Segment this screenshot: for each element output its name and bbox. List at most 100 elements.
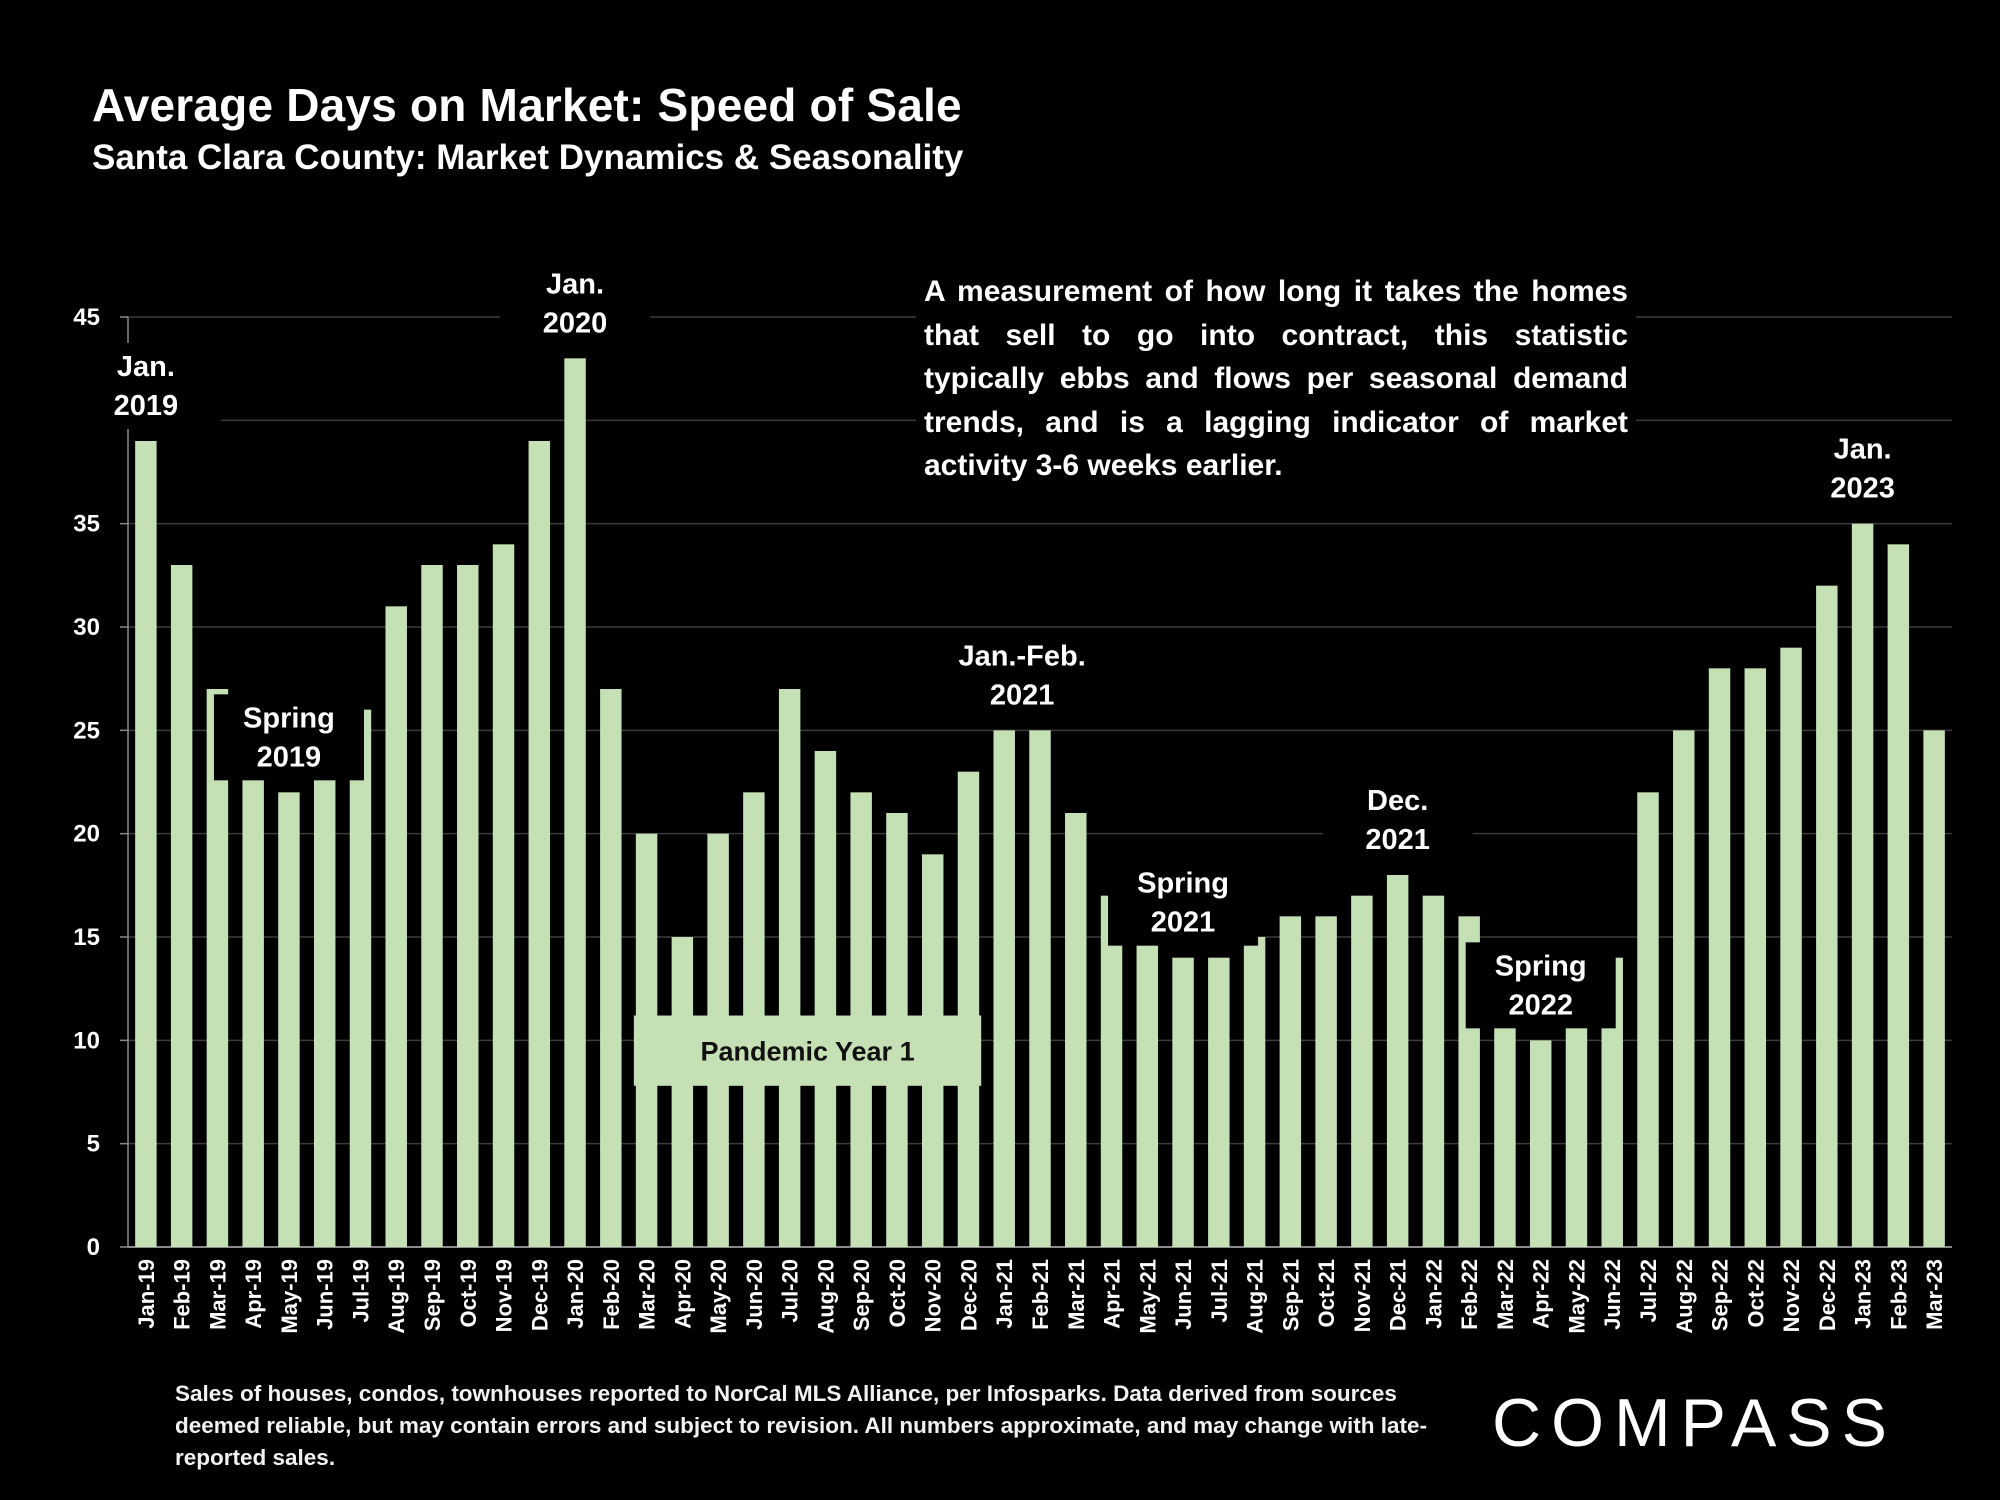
bar <box>993 730 1015 1247</box>
x-tick-label: Jul-22 <box>1636 1259 1661 1323</box>
x-tick-label: Apr-21 <box>1100 1259 1125 1329</box>
annotation-backdrop <box>1465 942 1616 1029</box>
x-tick-label: Feb-20 <box>599 1259 624 1330</box>
x-tick-label: Nov-20 <box>921 1259 946 1332</box>
x-tick-label: Oct-22 <box>1743 1259 1768 1327</box>
annotation-label: Jan. <box>1834 434 1892 466</box>
x-tick-label: Oct-19 <box>456 1259 481 1327</box>
bar <box>528 441 551 1247</box>
annotation-label: 2019 <box>257 741 322 773</box>
x-tick-label: Oct-21 <box>1314 1259 1339 1327</box>
x-tick-label: Aug-19 <box>384 1259 409 1334</box>
bar <box>385 606 407 1247</box>
bar <box>1100 895 1123 1247</box>
annotation-label: 2021 <box>1365 824 1430 856</box>
pandemic-callout-label: Pandemic Year 1 <box>700 1037 914 1067</box>
x-tick-label: Sep-20 <box>849 1259 874 1331</box>
x-tick-label: Jun-20 <box>742 1259 767 1330</box>
annotation-label: Jan.-Feb. <box>958 640 1085 672</box>
bar <box>1279 916 1302 1247</box>
annotation-label: Jan. <box>117 351 175 383</box>
bar <box>170 565 193 1247</box>
bar <box>1136 937 1159 1247</box>
x-tick-label: Mar-23 <box>1922 1259 1947 1330</box>
x-tick-label: Feb-21 <box>1028 1259 1053 1330</box>
x-tick-label: Jun-21 <box>1171 1259 1196 1330</box>
x-tick-label: Mar-22 <box>1493 1259 1518 1330</box>
x-tick-label: Dec-21 <box>1386 1259 1411 1331</box>
x-tick-label: Apr-20 <box>670 1259 695 1329</box>
bar <box>814 751 837 1247</box>
bar <box>1529 1040 1552 1247</box>
bar <box>242 751 264 1247</box>
y-tick-label: 10 <box>73 1027 100 1054</box>
x-tick-label: Jul-19 <box>348 1259 373 1323</box>
bar <box>1065 813 1087 1247</box>
bar <box>1744 668 1767 1247</box>
x-tick-label: Nov-19 <box>492 1259 517 1332</box>
x-tick-label: Oct-20 <box>885 1259 910 1327</box>
bar <box>957 771 980 1247</box>
bar <box>671 937 694 1247</box>
bar <box>492 544 515 1247</box>
x-tick-label: Jan-23 <box>1851 1259 1876 1329</box>
x-tick-label: Apr-19 <box>241 1259 266 1329</box>
x-tick-label: Feb-23 <box>1886 1259 1911 1330</box>
x-tick-label: Aug-21 <box>1243 1259 1268 1334</box>
annotation-label: Spring <box>1495 950 1587 982</box>
pandemic-callout-box <box>633 1015 982 1086</box>
y-tick-label: 35 <box>73 511 100 538</box>
bar <box>313 751 336 1247</box>
x-tick-label: May-19 <box>277 1259 302 1334</box>
bar <box>1422 895 1445 1247</box>
x-tick-label: Jan-20 <box>563 1259 588 1329</box>
bar <box>1887 544 1910 1247</box>
annotation-label: 2023 <box>1830 473 1895 505</box>
x-tick-label: Feb-19 <box>170 1259 195 1330</box>
annotation-backdrop <box>1108 859 1259 946</box>
x-tick-label: Sep-22 <box>1708 1259 1733 1331</box>
annotation-backdrop <box>947 632 1098 719</box>
x-tick-label: Dec-22 <box>1815 1259 1840 1331</box>
y-tick-label: 15 <box>73 924 100 951</box>
annotation-label: Dec. <box>1367 785 1428 817</box>
bar <box>1708 668 1731 1247</box>
annotation-label: 2019 <box>114 390 179 422</box>
annotation-label: 2021 <box>990 679 1055 711</box>
bar <box>457 565 479 1247</box>
bar <box>1494 1019 1516 1247</box>
annotation-label: Spring <box>1137 868 1229 900</box>
bar <box>1780 647 1802 1247</box>
y-tick-label: 0 <box>87 1234 100 1261</box>
x-tick-label: Jan-22 <box>1421 1259 1446 1329</box>
bar <box>206 689 229 1247</box>
annotation-backdrop <box>500 260 651 347</box>
annotation-label: 2021 <box>1151 907 1216 939</box>
x-tick-label: Apr-22 <box>1529 1259 1554 1329</box>
x-tick-label: Feb-22 <box>1457 1259 1482 1330</box>
x-tick-label: Aug-22 <box>1672 1259 1697 1334</box>
bar <box>1673 730 1695 1247</box>
x-tick-label: Mar-19 <box>205 1259 230 1330</box>
chart-title: Average Days on Market: Speed of Sale <box>92 79 962 131</box>
bar <box>1351 895 1373 1247</box>
bar <box>1923 730 1945 1247</box>
bar <box>1601 957 1623 1247</box>
x-tick-label: Sep-21 <box>1278 1259 1303 1331</box>
x-tick-label: Jun-22 <box>1600 1259 1625 1330</box>
bar <box>778 689 801 1247</box>
annotation-label: 2022 <box>1508 989 1573 1021</box>
y-tick-label: 5 <box>87 1131 100 1158</box>
bar <box>1637 792 1659 1247</box>
source-footnote: Sales of houses, condos, townhouses repo… <box>175 1381 1427 1470</box>
x-tick-label: Sep-19 <box>420 1259 445 1331</box>
compass-logo: COMPASS <box>1492 1385 1897 1458</box>
logo-text: COMPASS <box>1492 1385 1897 1458</box>
bar <box>1565 999 1588 1247</box>
annotation-label: Jan. <box>546 268 604 300</box>
bar <box>1386 875 1409 1247</box>
x-tick-label: Nov-22 <box>1779 1259 1804 1332</box>
bar <box>1029 730 1051 1247</box>
chart-description: A measurement of how long it takes the h… <box>916 270 1636 488</box>
